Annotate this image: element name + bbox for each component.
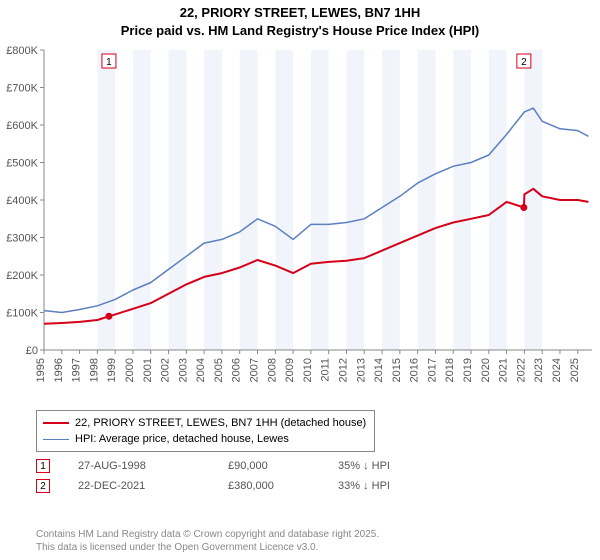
y-tick-label: £800K xyxy=(6,45,38,57)
x-tick-label: 2024 xyxy=(551,358,563,382)
footer-attribution: Contains HM Land Registry data © Crown c… xyxy=(36,528,379,554)
sale-date: 27-AUG-1998 xyxy=(78,460,228,472)
sale-marker-1: 1 xyxy=(102,54,116,68)
x-tick-label: 2010 xyxy=(302,358,314,382)
sale-row: 2 22-DEC-2021£380,00033% ↓ HPI xyxy=(36,476,438,496)
sales-table: 1 27-AUG-1998£90,00035% ↓ HPI 2 22-DEC-2021… xyxy=(36,456,438,496)
chart-title-block: 22, PRIORY STREET, LEWES, BN7 1HH Price … xyxy=(0,0,600,42)
svg-text:2: 2 xyxy=(521,57,527,68)
y-tick-label: £500K xyxy=(6,158,38,170)
x-tick-label: 1995 xyxy=(35,358,47,382)
x-tick-label: 2020 xyxy=(480,358,492,382)
y-tick-label: £0 xyxy=(26,345,38,357)
x-tick-label: 2015 xyxy=(391,358,403,382)
x-tick-label: 1997 xyxy=(71,358,83,382)
sale-pct-vs-hpi: 33% ↓ HPI xyxy=(338,480,438,492)
chart-area: £0 £100K £200K £300K £400K £500K £600K £700K £80… xyxy=(0,40,600,400)
x-tick-label: 2003 xyxy=(177,358,189,382)
legend-label: HPI: Average price, detached house, Lewe… xyxy=(75,433,289,445)
x-tick-label: 2016 xyxy=(409,358,421,382)
x-tick-label: 1998 xyxy=(88,358,100,382)
x-tick-label: 2025 xyxy=(569,358,581,382)
x-tick-label: 2006 xyxy=(231,358,243,382)
legend-item: 22, PRIORY STREET, LEWES, BN7 1HH (detac… xyxy=(43,415,366,431)
sale-pct-vs-hpi: 35% ↓ HPI xyxy=(338,460,438,472)
x-tick-label: 2013 xyxy=(355,358,367,382)
y-tick-label: £700K xyxy=(6,83,38,95)
y-tick-label: £300K xyxy=(6,233,38,245)
x-tick-label: 1996 xyxy=(53,358,65,382)
sale-marker-badge: 2 xyxy=(36,479,50,493)
legend-label: 22, PRIORY STREET, LEWES, BN7 1HH (detac… xyxy=(75,417,366,429)
sale-marker-2: 2 xyxy=(517,54,531,68)
x-tick-label: 2012 xyxy=(337,358,349,382)
sale-date: 22-DEC-2021 xyxy=(78,480,228,492)
x-tick-label: 2019 xyxy=(462,358,474,382)
x-tick-label: 2011 xyxy=(320,358,332,382)
y-tick-label: £100K xyxy=(6,308,38,320)
sale-price: £380,000 xyxy=(228,480,338,492)
x-tick-label: 2002 xyxy=(160,358,172,382)
x-tick-label: 2018 xyxy=(444,358,456,382)
footer-line-1: Contains HM Land Registry data © Crown c… xyxy=(36,528,379,541)
price-chart-svg: £0 £100K £200K £300K £400K £500K £600K £700K £80… xyxy=(0,40,600,400)
legend-swatch xyxy=(43,422,69,424)
legend: 22, PRIORY STREET, LEWES, BN7 1HH (detac… xyxy=(36,410,375,452)
legend-swatch xyxy=(43,439,69,440)
x-tick-label: 2001 xyxy=(142,358,154,382)
x-tick-label: 2017 xyxy=(426,358,438,382)
legend-item: HPI: Average price, detached house, Lewe… xyxy=(43,431,366,447)
sale-price: £90,000 xyxy=(228,460,338,472)
title-line-2: Price paid vs. HM Land Registry's House … xyxy=(0,22,600,40)
title-line-1: 22, PRIORY STREET, LEWES, BN7 1HH xyxy=(0,4,600,22)
x-tick-label: 2000 xyxy=(124,358,136,382)
svg-text:1: 1 xyxy=(106,57,112,68)
x-tick-label: 2022 xyxy=(515,358,527,382)
x-tick-label: 2021 xyxy=(498,358,510,382)
y-tick-label: £600K xyxy=(6,120,38,132)
x-tick-label: 2007 xyxy=(249,358,261,382)
y-tick-label: £200K xyxy=(6,270,38,282)
footer-line-2: This data is licensed under the Open Gov… xyxy=(36,541,379,554)
sale-marker-badge: 1 xyxy=(36,459,50,473)
y-tick-label: £400K xyxy=(6,195,38,207)
sale-row: 1 27-AUG-1998£90,00035% ↓ HPI xyxy=(36,456,438,476)
x-tick-label: 2005 xyxy=(213,358,225,382)
x-tick-label: 2014 xyxy=(373,358,385,382)
x-tick-label: 2009 xyxy=(284,358,296,382)
x-tick-label: 2004 xyxy=(195,358,207,382)
x-tick-label: 2008 xyxy=(266,358,278,382)
x-tick-label: 2023 xyxy=(533,358,545,382)
x-tick-label: 1999 xyxy=(106,358,118,382)
